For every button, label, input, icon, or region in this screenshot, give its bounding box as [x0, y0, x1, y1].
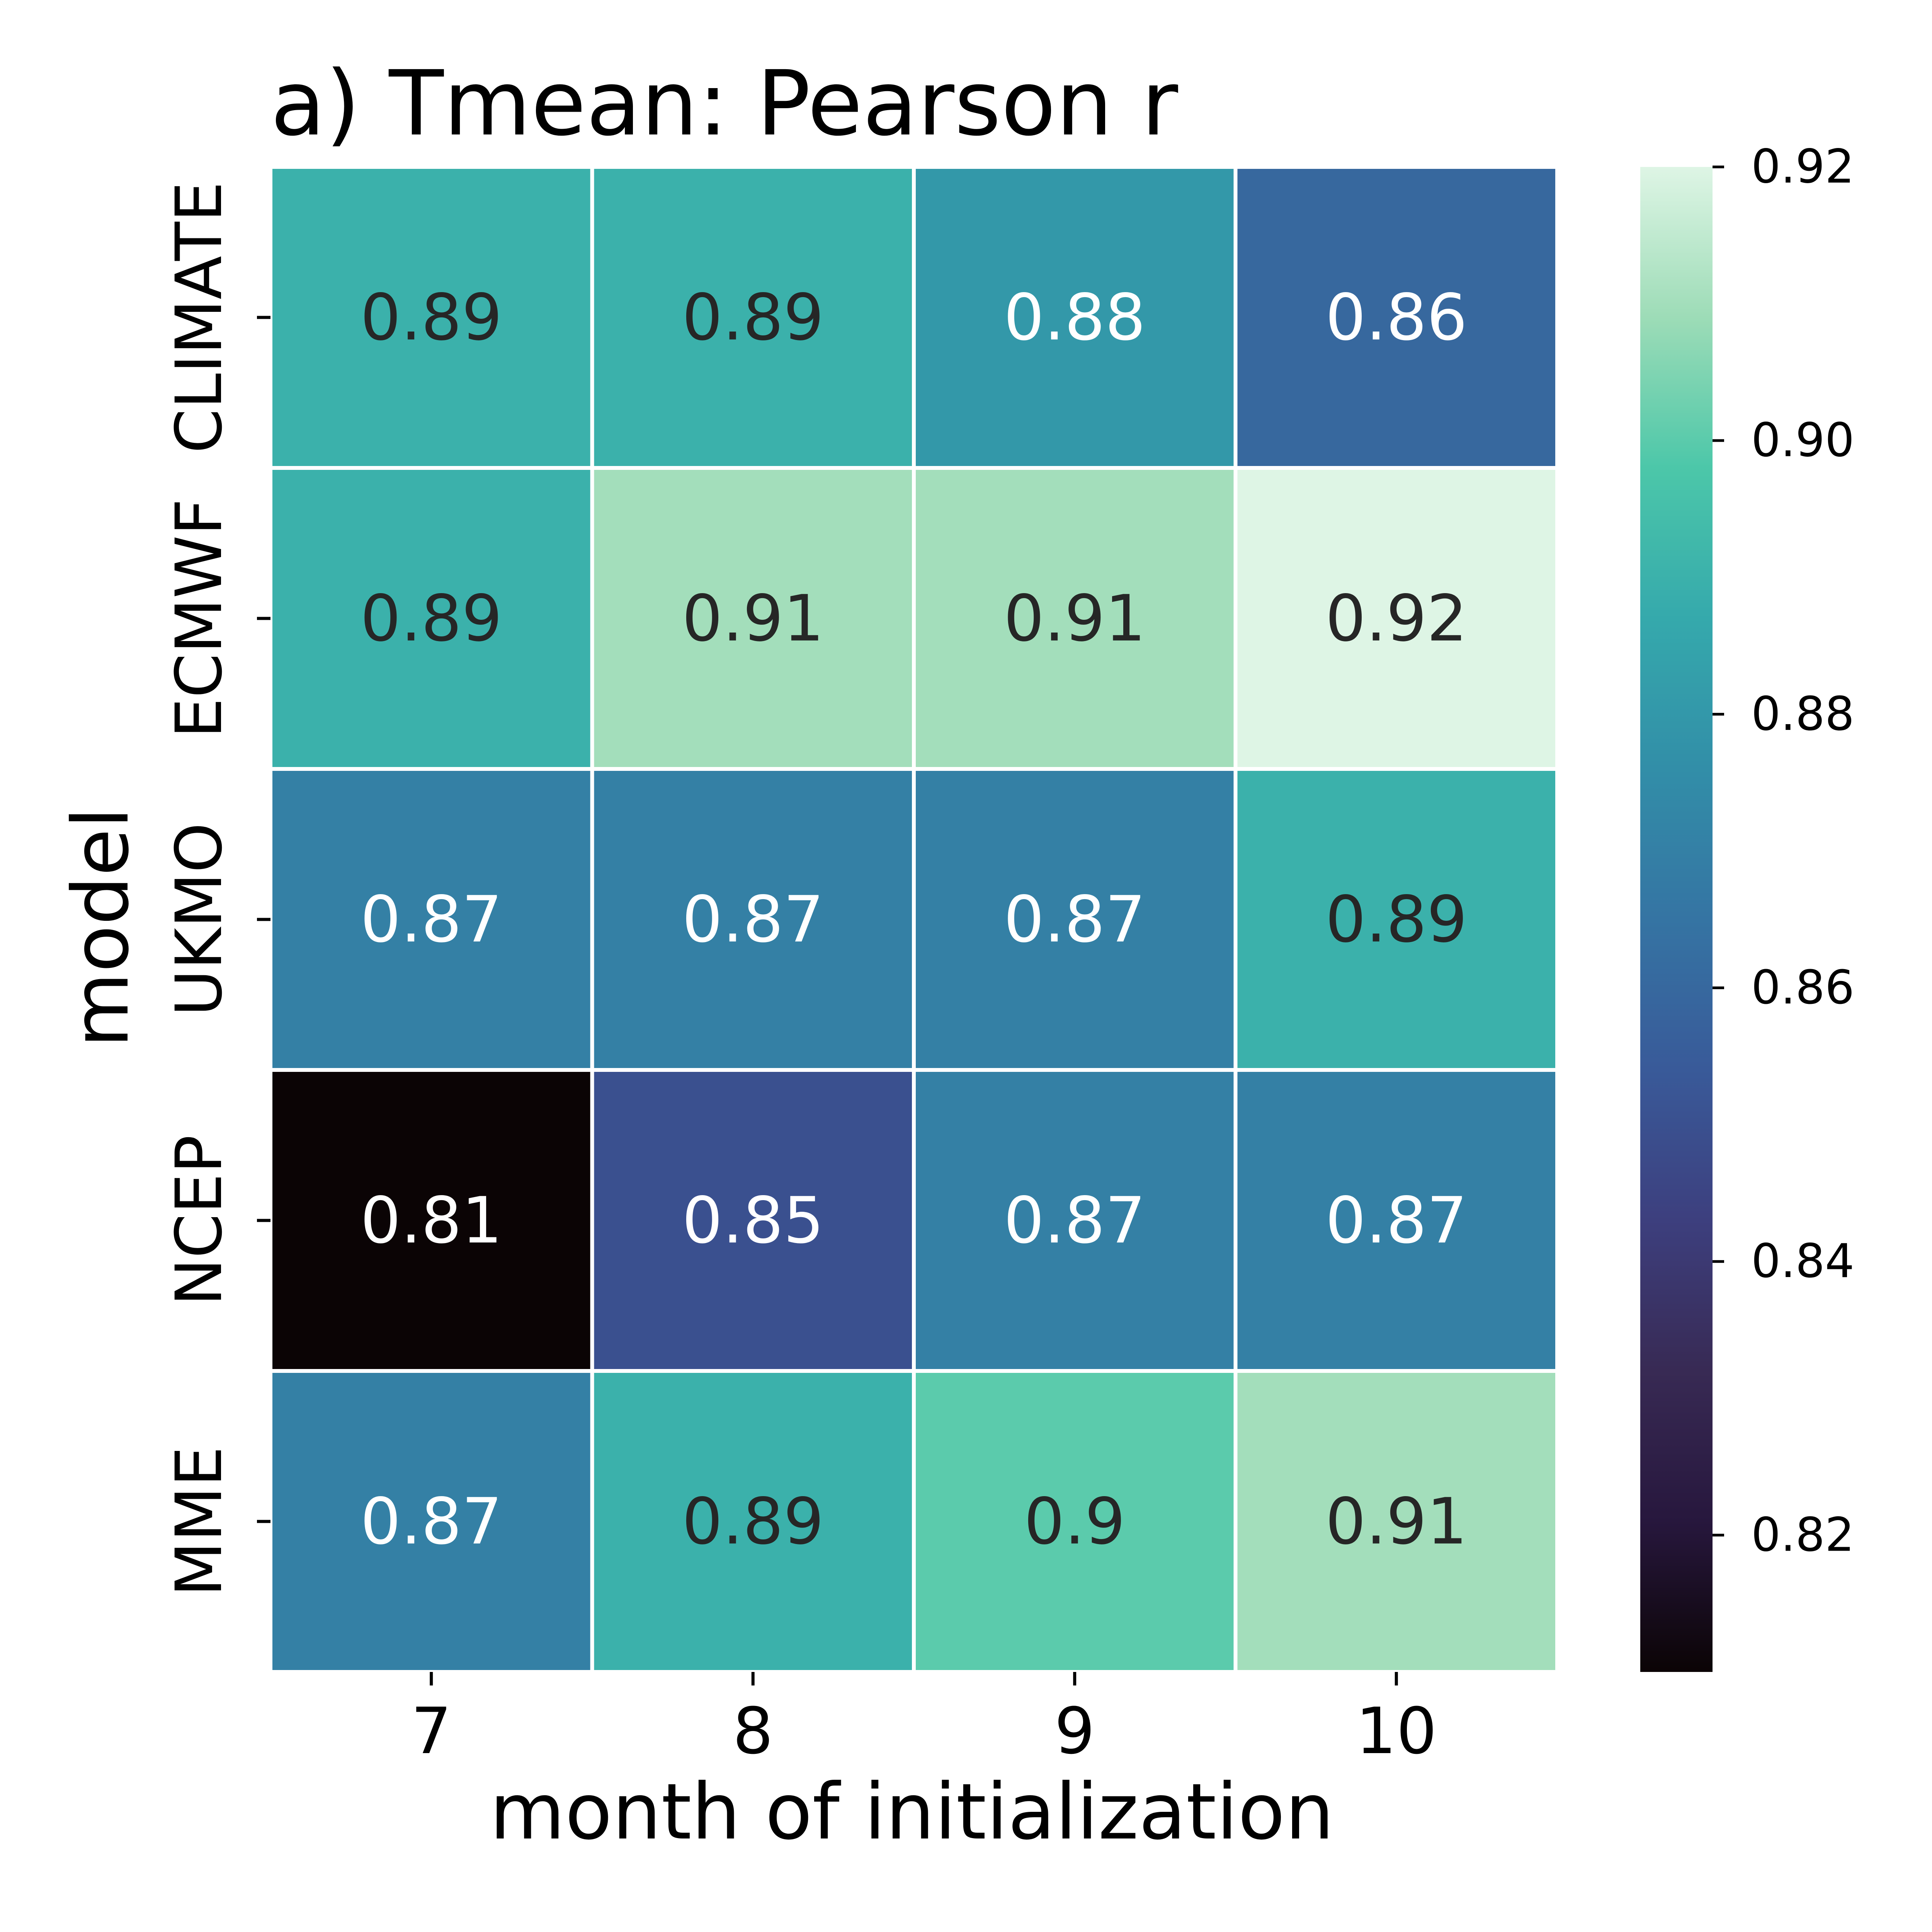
- cell-value-label: 0.85: [682, 1184, 824, 1258]
- cell-value-label: 0.89: [682, 1485, 824, 1559]
- heatmap-cell: [912, 1369, 1238, 1674]
- heatmap-cell: [269, 165, 594, 470]
- heatmap-cell: [1233, 165, 1559, 470]
- heatmap-cell: [590, 767, 916, 1072]
- y-axis: CLIMATE ECMWF UKMO NCEP MME: [162, 182, 270, 1597]
- cell-value-label: 0.87: [1004, 1184, 1146, 1258]
- cell-value-label: 0.91: [1325, 1485, 1467, 1559]
- x-axis: 7 8 9 10: [411, 1672, 1437, 1768]
- y-tick-label: ECMWF: [162, 499, 236, 738]
- heatmap-cell: [912, 165, 1238, 470]
- cell-value-label: 0.92: [1325, 582, 1467, 656]
- heatmap-cells: [269, 165, 1559, 1674]
- colorbar-gradient: [1640, 167, 1713, 1672]
- y-tick-label: NCEP: [162, 1135, 236, 1306]
- cell-value-label: 0.91: [682, 582, 824, 656]
- y-axis-label: model: [56, 807, 146, 1048]
- cell-value-label: 0.89: [361, 582, 502, 656]
- x-tick-label: 9: [1054, 1694, 1095, 1768]
- x-tick-label: 7: [411, 1694, 452, 1768]
- heatmap-cell: [590, 165, 916, 470]
- colorbar-tick-label: 0.82: [1751, 1508, 1854, 1562]
- cell-value-label: 0.91: [1004, 582, 1146, 656]
- x-axis-label: month of initialization: [490, 1767, 1334, 1857]
- heatmap-cell: [1233, 1369, 1559, 1674]
- cell-value-label: 0.89: [361, 281, 502, 355]
- heatmap-cell-labels: 0.89 0.89 0.88 0.86 0.89 0.91 0.91 0.92 0.87 0.87…: [361, 281, 1468, 1559]
- heatmap-cell: [590, 1068, 916, 1373]
- cell-value-label: 0.89: [1325, 883, 1467, 957]
- cell-value-label: 0.89: [682, 281, 824, 355]
- cell-value-label: 0.81: [361, 1184, 502, 1258]
- heatmap-cell: [1233, 466, 1559, 771]
- heatmap-cell: [1233, 767, 1559, 1072]
- y-tick-label: UKMO: [162, 823, 236, 1016]
- cell-value-label: 0.87: [361, 883, 502, 957]
- heatmap-cell: [269, 466, 594, 771]
- colorbar-tick-label: 0.84: [1751, 1235, 1854, 1288]
- cell-value-label: 0.87: [1325, 1184, 1467, 1258]
- colorbar-tick-label: 0.86: [1751, 961, 1854, 1015]
- y-tick-label: CLIMATE: [162, 182, 236, 453]
- y-tick-label: MME: [162, 1446, 236, 1597]
- cell-value-label: 0.88: [1004, 281, 1146, 355]
- x-tick-label: 10: [1356, 1694, 1437, 1768]
- heatmap-cell: [269, 1068, 594, 1373]
- x-tick-label: 8: [733, 1694, 773, 1768]
- colorbar-tick-label: 0.88: [1751, 687, 1854, 741]
- cell-value-label: 0.87: [361, 1485, 502, 1559]
- colorbar-tick-label: 0.92: [1751, 140, 1854, 194]
- cell-value-label: 0.86: [1325, 281, 1467, 355]
- cell-value-label: 0.87: [682, 883, 824, 957]
- chart-title: a) Tmean: Pearson r: [270, 51, 1179, 156]
- cell-value-label: 0.9: [1024, 1485, 1125, 1559]
- heatmap-cell: [1233, 1068, 1559, 1373]
- colorbar: 0.82 0.84 0.86 0.88 0.90 0.92: [1640, 140, 1854, 1672]
- heatmap-cell: [590, 1369, 916, 1674]
- heatmap-cell: [590, 466, 916, 771]
- cell-value-label: 0.87: [1004, 883, 1146, 957]
- colorbar-ticks: 0.82 0.84 0.86 0.88 0.90 0.92: [1713, 140, 1854, 1562]
- colorbar-tick-label: 0.90: [1751, 414, 1854, 468]
- heatmap-cell: [269, 1369, 594, 1674]
